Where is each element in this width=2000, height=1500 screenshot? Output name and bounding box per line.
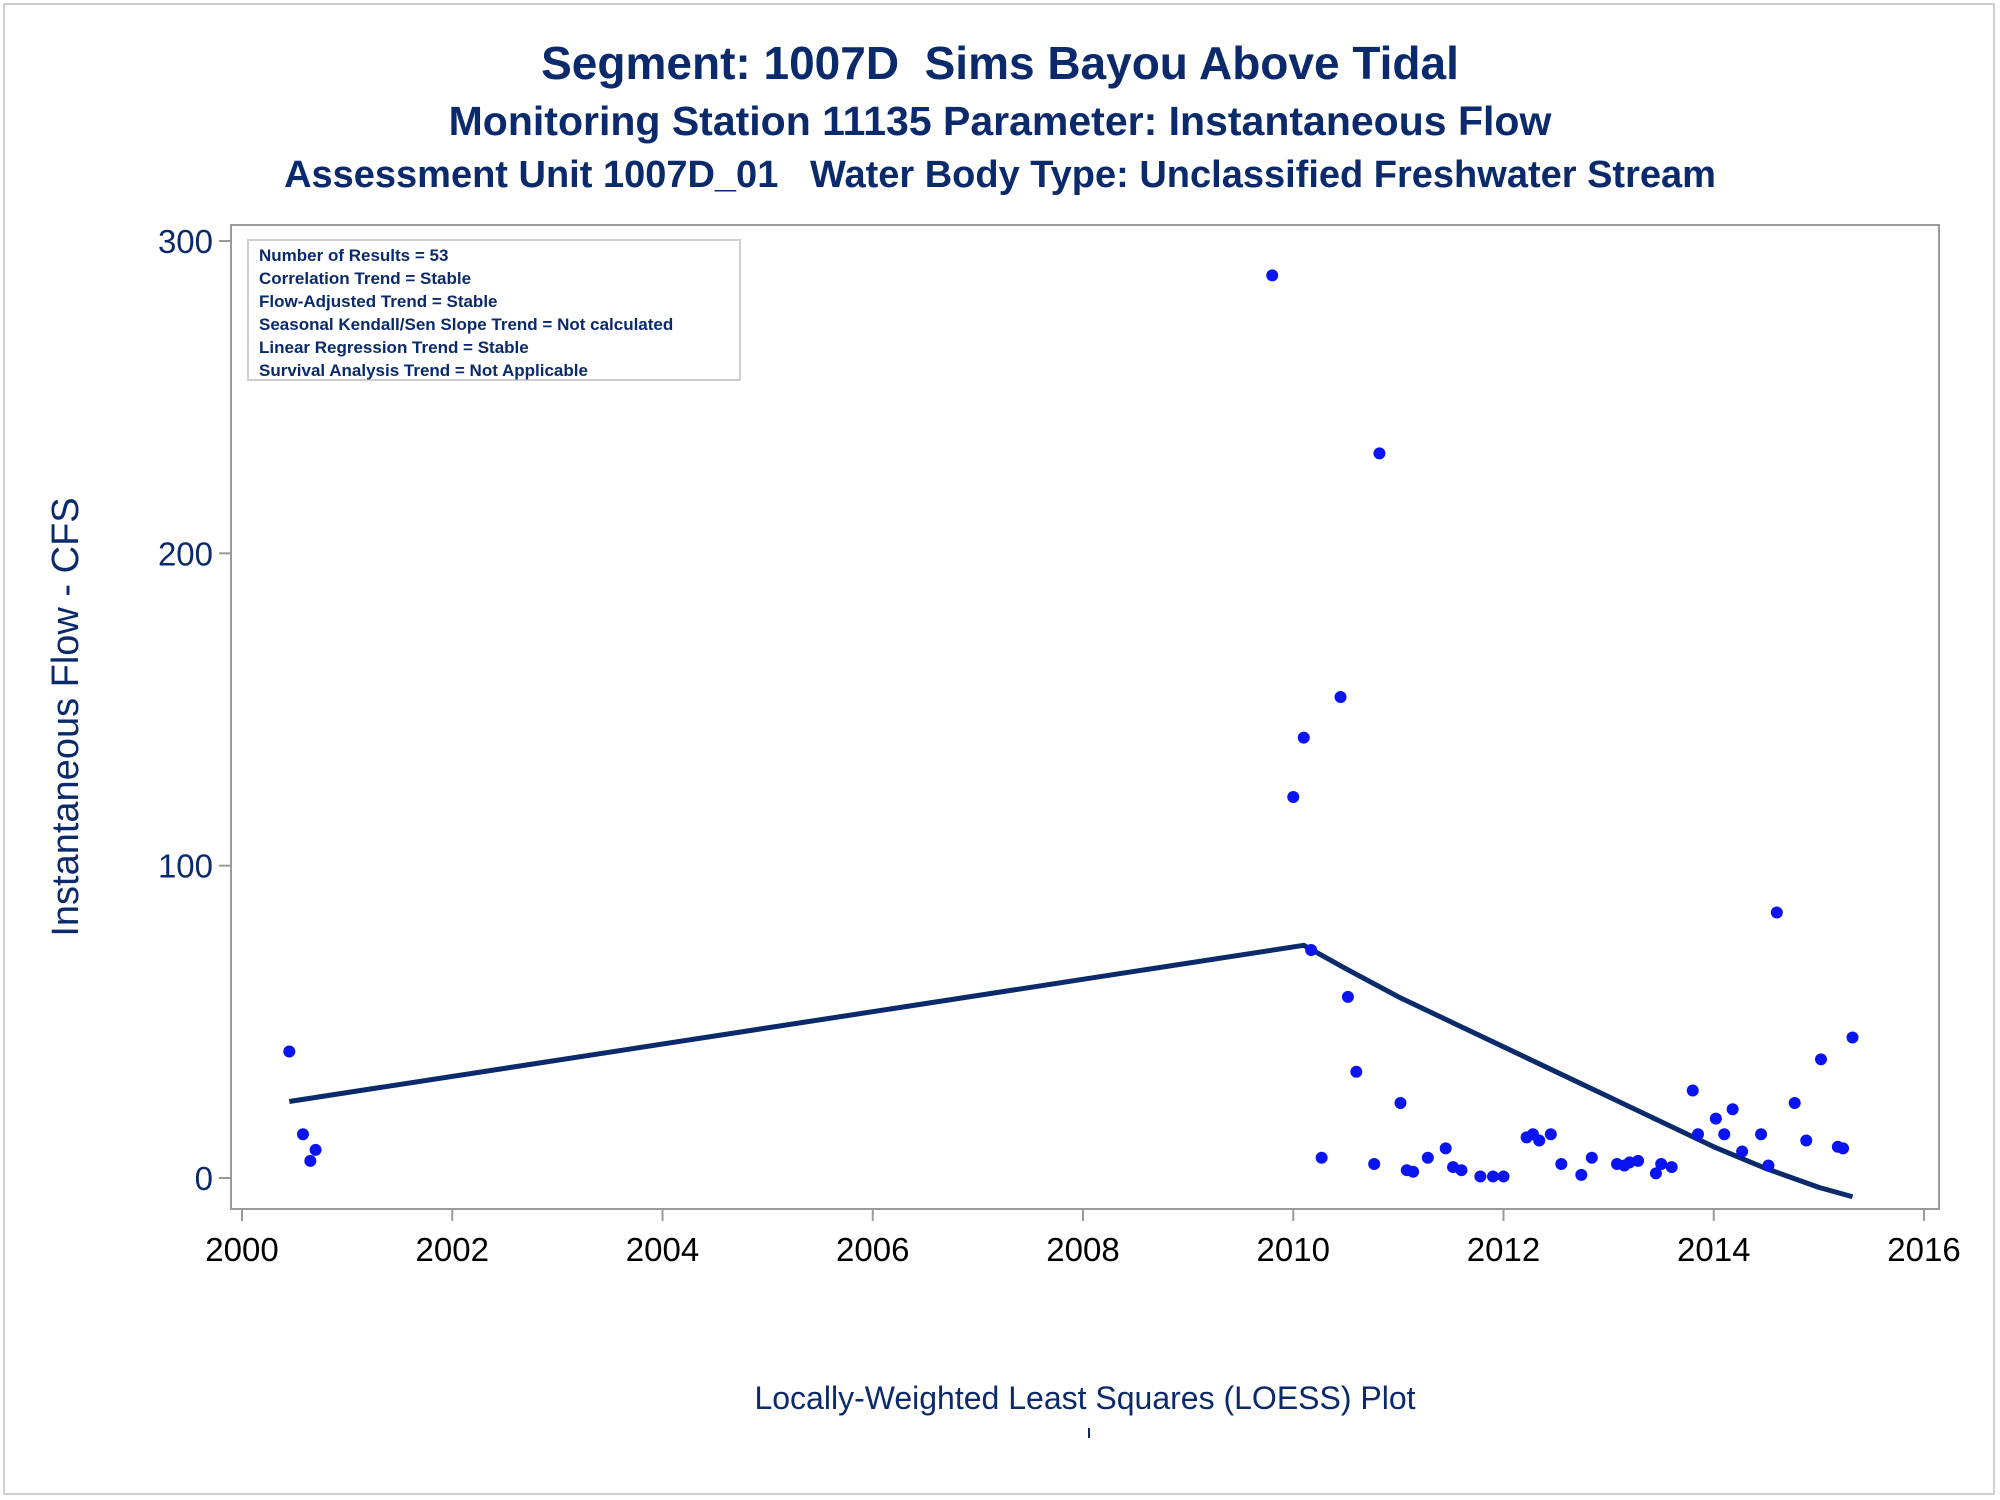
data-point	[1486, 1170, 1499, 1183]
x-tick-label: 2012	[1467, 1231, 1540, 1268]
x-tick-label: 2000	[205, 1231, 278, 1268]
x-tick-label: 2004	[626, 1231, 699, 1268]
data-point	[1497, 1170, 1510, 1183]
data-point	[283, 1045, 296, 1058]
data-point	[1474, 1170, 1487, 1183]
data-point	[1655, 1157, 1668, 1170]
data-point	[1709, 1112, 1722, 1125]
data-point	[1266, 269, 1279, 282]
data-point	[1305, 943, 1318, 956]
x-tick-label: 2002	[416, 1231, 489, 1268]
data-point	[1788, 1097, 1801, 1110]
data-point	[1544, 1128, 1557, 1141]
y-tick-label: 0	[195, 1160, 213, 1197]
plot-area-frame	[230, 224, 1940, 1210]
data-point	[1718, 1128, 1731, 1141]
x-tick-label: 2008	[1046, 1231, 1119, 1268]
data-point	[1334, 691, 1347, 704]
stat-seasonal-kendall-trend: Seasonal Kendall/Sen Slope Trend = Not c…	[259, 315, 674, 334]
stat-flow-adjusted-trend: Flow-Adjusted Trend = Stable	[259, 292, 498, 311]
y-axis-label: Instantaneous Flow - CFS	[45, 497, 87, 936]
data-point	[1770, 906, 1783, 919]
data-point	[1315, 1151, 1328, 1164]
data-point	[1407, 1165, 1420, 1178]
data-point	[296, 1128, 309, 1141]
data-point	[1297, 731, 1310, 744]
data-point	[1632, 1154, 1645, 1167]
x-tick-label: 2014	[1677, 1231, 1750, 1268]
data-point	[304, 1154, 317, 1167]
data-point	[1686, 1084, 1699, 1097]
plot-method-footnote: Locally-Weighted Least Squares (LOESS) P…	[754, 1380, 1416, 1416]
data-point	[1814, 1053, 1827, 1066]
chart-title: Segment: 1007D Sims Bayou Above Tidal	[541, 37, 1459, 89]
data-point	[1585, 1151, 1598, 1164]
data-point	[1837, 1142, 1850, 1155]
data-point	[1394, 1097, 1407, 1110]
data-point	[1555, 1157, 1568, 1170]
data-point	[1455, 1164, 1468, 1177]
x-tick-label: 2010	[1257, 1231, 1330, 1268]
y-tick-label: 100	[158, 848, 213, 885]
data-point	[1368, 1157, 1381, 1170]
stat-number-of-results: Number of Results = 53	[259, 246, 449, 265]
data-point	[1649, 1167, 1662, 1180]
y-tick-label: 200	[158, 535, 213, 572]
data-point	[1533, 1134, 1546, 1147]
data-point	[1736, 1145, 1749, 1158]
x-tick-label: 2006	[836, 1231, 909, 1268]
data-point	[1421, 1151, 1434, 1164]
data-point	[1665, 1161, 1678, 1174]
stat-linear-regression-trend: Linear Regression Trend = Stable	[259, 338, 529, 357]
stat-survival-analysis-trend: Survival Analysis Trend = Not Applicable	[259, 361, 588, 380]
data-point	[1287, 790, 1300, 803]
stat-correlation-trend: Correlation Trend = Stable	[259, 269, 472, 288]
trend-statistics-box: Number of Results = 53 Correlation Trend…	[247, 239, 741, 381]
data-point	[1726, 1103, 1739, 1116]
data-point	[1762, 1159, 1775, 1172]
data-point	[1575, 1168, 1588, 1181]
x-tick-label: 2016	[1887, 1231, 1960, 1268]
data-point	[1800, 1134, 1813, 1147]
data-point	[1846, 1031, 1859, 1044]
y-tick-label: 300	[158, 223, 213, 260]
chart-subtitle-assessment: Assessment Unit 1007D_01 Water Body Type…	[284, 154, 1716, 196]
data-point	[309, 1143, 322, 1156]
data-point	[1439, 1142, 1452, 1155]
data-point	[1341, 990, 1354, 1003]
data-point	[1373, 447, 1386, 460]
chart-subtitle-station: Monitoring Station 11135 Parameter: Inst…	[448, 98, 1552, 144]
data-point	[1350, 1065, 1363, 1078]
data-point	[1691, 1128, 1704, 1141]
data-point	[1755, 1128, 1768, 1141]
footnote-tick-mark	[1088, 1428, 1090, 1438]
